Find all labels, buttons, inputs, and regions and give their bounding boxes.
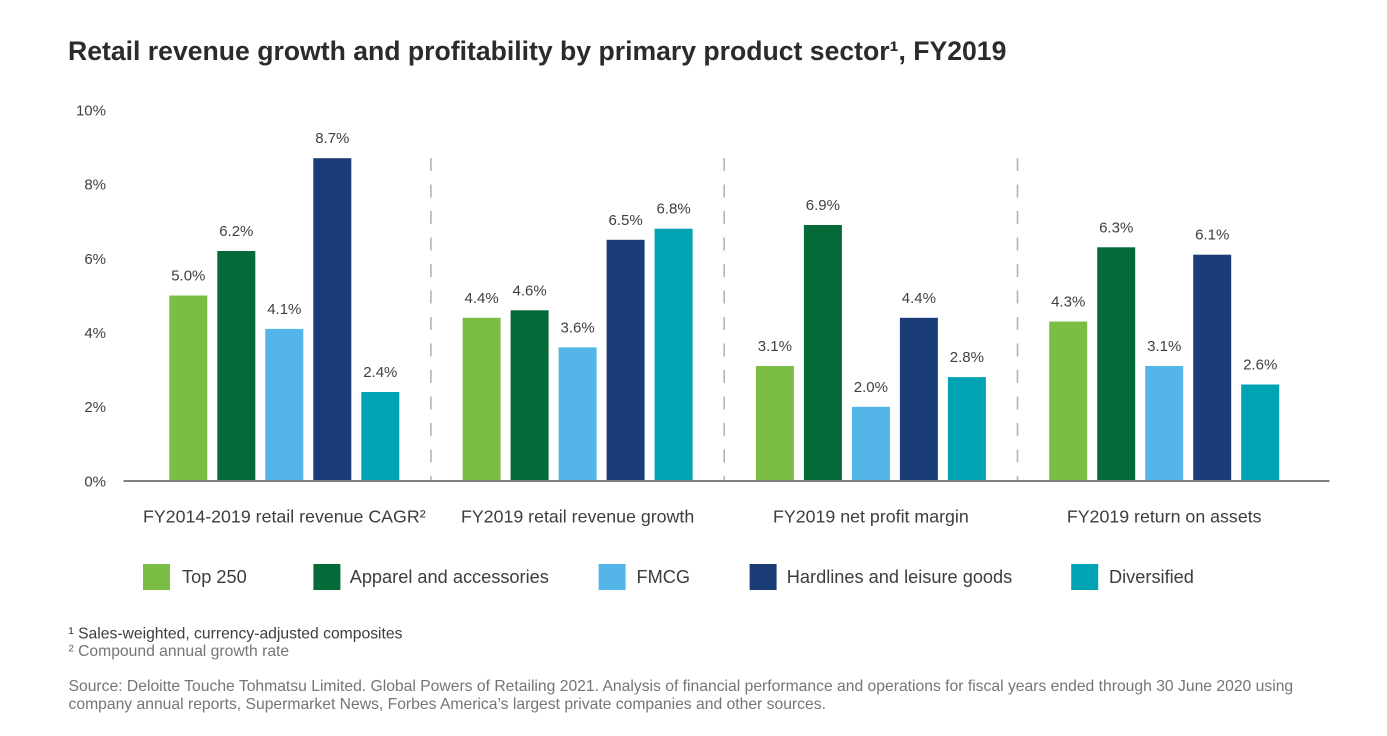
svg-text:6.8%: 6.8%: [656, 201, 690, 218]
svg-text:FY2019 retail revenue growth: FY2019 retail revenue growth: [461, 507, 694, 527]
svg-text:4%: 4%: [84, 325, 106, 342]
svg-text:6.2%: 6.2%: [219, 223, 253, 240]
svg-text:2.6%: 2.6%: [1243, 357, 1277, 374]
svg-text:6.3%: 6.3%: [1099, 219, 1133, 236]
svg-text:FMCG: FMCG: [637, 567, 691, 587]
svg-text:Top 250: Top 250: [182, 567, 247, 587]
svg-text:8%: 8%: [84, 177, 106, 194]
svg-text:Retail revenue growth and prof: Retail revenue growth and profitability …: [68, 36, 1006, 66]
svg-text:6%: 6%: [84, 251, 106, 268]
svg-text:Hardlines and leisure goods: Hardlines and leisure goods: [787, 567, 1012, 587]
svg-text:3.1%: 3.1%: [1147, 338, 1181, 355]
svg-text:Diversified: Diversified: [1109, 567, 1194, 587]
svg-text:2.8%: 2.8%: [950, 349, 984, 366]
svg-text:¹ Sales-weighted, currency-adj: ¹ Sales-weighted, currency-adjusted comp…: [69, 626, 403, 643]
svg-text:FY2019 return on assets: FY2019 return on assets: [1067, 507, 1262, 527]
svg-text:Apparel and accessories: Apparel and accessories: [350, 567, 549, 587]
svg-text:4.1%: 4.1%: [267, 301, 301, 318]
svg-text:4.4%: 4.4%: [902, 290, 936, 307]
svg-text:6.1%: 6.1%: [1195, 227, 1229, 244]
svg-text:3.6%: 3.6%: [560, 319, 594, 336]
svg-text:Source: Deloitte Touche Tohmat: Source: Deloitte Touche Tohmatsu Limited…: [69, 678, 1294, 695]
svg-text:company annual reports, Superm: company annual reports, Supermarket News…: [69, 696, 826, 713]
svg-text:6.5%: 6.5%: [608, 212, 642, 229]
svg-text:² Compound annual growth rate: ² Compound annual growth rate: [69, 643, 290, 660]
svg-text:8.7%: 8.7%: [315, 130, 349, 147]
svg-text:FY2014-2019 retail revenue CAG: FY2014-2019 retail revenue CAGR²: [143, 507, 426, 527]
svg-text:4.6%: 4.6%: [512, 282, 546, 299]
svg-text:6.9%: 6.9%: [806, 197, 840, 214]
svg-text:2%: 2%: [84, 399, 106, 416]
svg-text:4.3%: 4.3%: [1051, 294, 1085, 311]
svg-text:0%: 0%: [84, 473, 106, 490]
svg-text:2.0%: 2.0%: [854, 379, 888, 396]
svg-text:FY2019 net profit margin: FY2019 net profit margin: [773, 507, 969, 527]
svg-text:5.0%: 5.0%: [171, 268, 205, 285]
svg-text:2.4%: 2.4%: [363, 364, 397, 381]
svg-text:3.1%: 3.1%: [758, 338, 792, 355]
svg-text:4.4%: 4.4%: [464, 290, 498, 307]
svg-text:10%: 10%: [76, 102, 106, 119]
